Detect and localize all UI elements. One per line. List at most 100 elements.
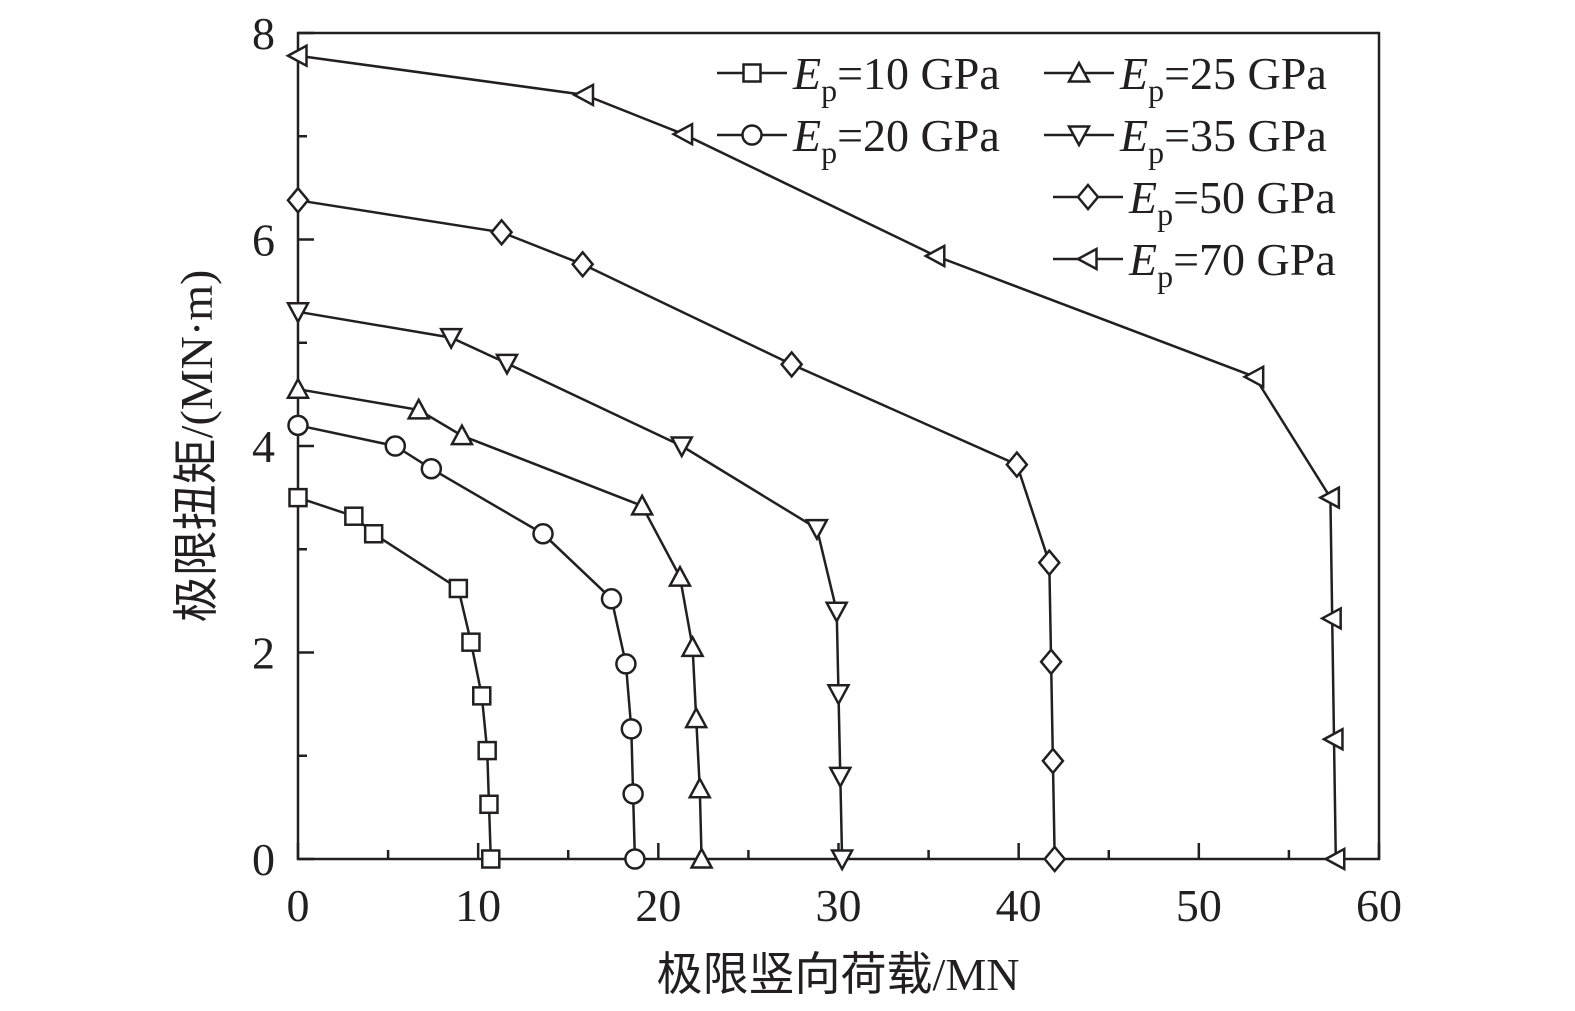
y-tick-label: 4: [252, 421, 275, 472]
legend-marker: [742, 63, 762, 83]
data-point: [1317, 485, 1341, 510]
legend-label: Ep=50 GPa: [1128, 172, 1336, 232]
data-point: [684, 705, 709, 729]
data-point: [1242, 364, 1265, 389]
x-tick-label: 20: [635, 880, 681, 931]
legend-entry: Ep=50 GPa: [1053, 172, 1336, 232]
legend-label: Ep=70 GPa: [1128, 234, 1336, 294]
x-tick-label: 10: [455, 880, 501, 931]
series-layer: [285, 43, 1346, 873]
data-point: [571, 250, 595, 279]
data-point: [600, 588, 623, 610]
data-point: [667, 564, 693, 587]
data-point: [288, 487, 308, 508]
data-point: [285, 376, 311, 399]
data-point: [620, 718, 643, 740]
legend-label: Ep=10 GPa: [792, 48, 1000, 108]
legend-marker: [1066, 60, 1092, 83]
data-point: [285, 43, 308, 68]
data-point: [406, 397, 431, 420]
data-point: [461, 632, 481, 652]
data-point: [630, 493, 655, 516]
data-point: [439, 327, 464, 351]
data-point: [1319, 606, 1342, 631]
data-point: [828, 766, 853, 790]
series-6: [285, 43, 1346, 872]
series-2: [287, 414, 646, 870]
data-point: [477, 740, 497, 761]
data-point: [624, 848, 646, 870]
data-point: [826, 684, 851, 707]
data-point: [489, 218, 514, 247]
data-point: [1037, 548, 1061, 577]
data-point: [669, 436, 694, 459]
data-point: [680, 634, 705, 658]
legend-entry: Ep=70 GPa: [1053, 234, 1336, 294]
data-point: [384, 435, 407, 457]
data-point: [1321, 727, 1344, 752]
x-axis-label: 极限竖向荷载/MN: [657, 949, 1020, 1000]
data-point: [286, 186, 310, 215]
data-point: [532, 523, 554, 545]
y-tick-label: 6: [252, 215, 275, 266]
data-point: [830, 849, 855, 872]
y-tick-label: 2: [252, 628, 275, 679]
data-point: [689, 846, 714, 869]
legend-label: Ep=35 GPa: [1119, 110, 1327, 170]
data-point: [494, 353, 520, 377]
data-point: [287, 414, 309, 437]
data-point: [1005, 450, 1029, 479]
data-point: [449, 423, 475, 446]
data-point: [923, 243, 946, 269]
series-line: [297, 310, 844, 860]
x-tick-label: 30: [816, 880, 862, 931]
data-point: [780, 350, 804, 379]
legend-marker: [1075, 246, 1098, 272]
data-point: [1041, 746, 1065, 775]
series-line: [297, 496, 493, 860]
series-3: [285, 376, 714, 869]
data-point: [615, 653, 637, 675]
data-point: [472, 686, 492, 706]
legend-marker: [1066, 125, 1092, 148]
data-point: [824, 601, 849, 624]
data-point: [420, 457, 443, 480]
data-point: [285, 302, 311, 325]
legend-marker: [1076, 183, 1100, 211]
x-tick-label: 0: [287, 880, 310, 931]
data-point: [448, 578, 469, 599]
x-tick-label: 50: [1176, 880, 1222, 931]
y-axis-label: 极限扭矩/(MN·m): [171, 270, 222, 623]
legend-entry: Ep=10 GPa: [717, 48, 1000, 108]
data-point: [1323, 846, 1346, 872]
series-5: [286, 186, 1067, 873]
legend-entry: Ep=35 GPa: [1044, 110, 1327, 170]
x-axis: 0 10 20 30 40 50 60: [287, 843, 1402, 931]
x-tick-label: 60: [1356, 880, 1402, 931]
data-point: [1043, 845, 1067, 873]
legend-marker: [741, 124, 763, 146]
data-point: [687, 776, 712, 799]
data-point: [344, 506, 364, 526]
data-point: [1039, 647, 1063, 676]
legend-label: Ep=20 GPa: [792, 110, 1000, 170]
y-tick-label: 8: [252, 8, 275, 59]
series-1: [288, 487, 501, 869]
legend: Ep=10 GPa Ep=25 GPa Ep=20 GPa Ep=35 GPaEp=5…: [717, 48, 1336, 294]
data-point: [670, 122, 694, 147]
y-tick-label: 0: [252, 834, 275, 885]
legend-entry: Ep=20 GPa: [717, 110, 1000, 170]
legend-entry: Ep=25 GPa: [1044, 48, 1327, 108]
data-point: [804, 518, 829, 542]
series-4: [285, 302, 855, 872]
data-point: [481, 849, 501, 869]
data-point: [479, 794, 499, 815]
data-point: [571, 82, 595, 108]
data-point: [363, 524, 384, 544]
x-tick-label: 40: [996, 880, 1042, 931]
y-axis: 0 2 4 6 8: [252, 8, 314, 885]
legend-label: Ep=25 GPa: [1119, 48, 1327, 108]
series-line: [297, 199, 1056, 860]
data-point: [622, 783, 644, 805]
